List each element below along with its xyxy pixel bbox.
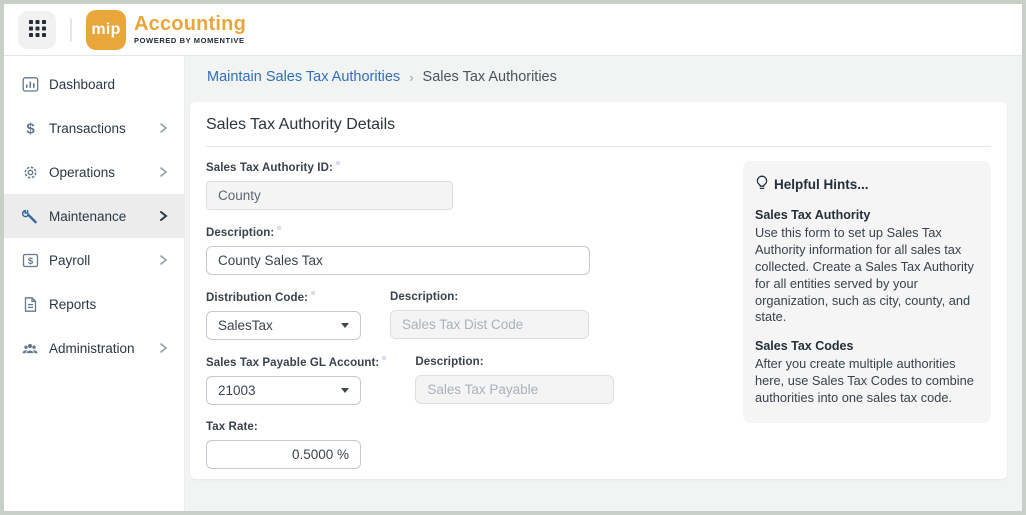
dropdown-caret-icon [341,388,349,393]
sidebar-item-label: Reports [49,296,97,312]
mip-logo-text: mip [91,20,121,38]
chevron-right-icon [156,209,170,223]
gl-description-input[interactable] [415,375,615,404]
hints-title: Helpful Hints... [774,177,869,192]
sidebar-item-transactions[interactable]: $ Transactions [4,106,184,150]
required-indicator [382,356,387,360]
hint-heading: Sales Tax Authority [755,208,871,222]
mip-logo: mip [86,9,126,50]
app-grid-button[interactable] [18,10,56,49]
document-icon [21,296,39,313]
required-indicator [311,291,316,295]
dist-description-input[interactable] [390,310,589,339]
chevron-right-icon [156,121,170,135]
app-header: mip Accounting POWERED BY MOMENTIVE [4,4,1022,56]
sidebar-item-dashboard[interactable]: Dashboard [4,62,184,106]
selected-value: 21003 [218,383,256,398]
lightbulb-icon [755,175,769,194]
selected-value: SalesTax [218,318,273,333]
breadcrumb-link[interactable]: Maintain Sales Tax Authorities [207,69,401,85]
header-divider [70,17,72,42]
field-description: Description: [206,226,636,275]
brand-block: Accounting POWERED BY MOMENTIVE [134,14,246,45]
sidebar-item-label: Administration [49,340,135,356]
helpful-hints-panel: Helpful Hints... Sales Tax Authority Use… [743,161,991,424]
required-indicator [277,226,282,230]
sidebar-item-label: Maintenance [49,208,127,224]
authority-id-input[interactable] [206,181,453,210]
main-content: Maintain Sales Tax Authorities › Sales T… [185,56,1022,511]
field-label: Distribution Code: [206,292,309,304]
app-title: Accounting [134,13,246,35]
payroll-icon: $ [21,252,39,269]
hint-heading: Sales Tax Codes [755,339,854,354]
field-dist-description: Description: [390,291,589,340]
gl-account-select[interactable]: 21003 [206,376,361,405]
chevron-right-icon [156,165,170,179]
field-authority-id: Sales Tax Authority ID: [206,161,636,210]
sidebar-item-reports[interactable]: Reports [4,282,184,326]
sidebar-item-maintenance[interactable]: Maintenance [4,194,184,238]
app-grid-icon [28,19,46,40]
gear-icon [21,164,39,181]
sidebar: Dashboard $ Transactions [4,56,185,511]
dropdown-caret-icon [341,323,349,328]
field-label: Tax Rate: [206,421,258,433]
tax-rate-input[interactable] [206,440,361,469]
svg-text:$: $ [27,256,33,267]
dashboard-chart-icon [21,76,39,93]
chevron-right-icon [156,253,170,267]
required-indicator [335,161,340,165]
breadcrumb: Maintain Sales Tax Authorities › Sales T… [207,69,1007,85]
hint-body: Use this form to set up Sales Tax Author… [755,225,974,325]
field-gl-account: Sales Tax Payable GL Account: 21003 [206,356,387,405]
sidebar-item-administration[interactable]: Administration [4,326,184,370]
app-tagline: POWERED BY MOMENTIVE [134,36,245,45]
people-icon [21,340,39,357]
wrench-icon [21,208,39,225]
field-label: Sales Tax Authority ID: [206,162,333,174]
sidebar-item-operations[interactable]: Operations [4,150,184,194]
distribution-code-select[interactable]: SalesTax [206,311,361,340]
form-fields: Sales Tax Authority ID: Description: Dis… [206,161,636,485]
sidebar-item-label: Dashboard [49,76,116,92]
field-label: Description: [415,356,484,368]
field-gl-description: Description: [415,356,615,405]
field-label: Description: [206,227,275,239]
card-title: Sales Tax Authority Details [206,116,991,147]
description-input[interactable] [206,246,590,275]
breadcrumb-separator: › [409,69,414,85]
sidebar-item-payroll[interactable]: $ Payroll [4,238,184,282]
field-label: Description: [390,291,459,303]
dollar-icon: $ [21,120,39,137]
field-distribution-code: Distribution Code: SalesTax [206,291,361,340]
field-label: Sales Tax Payable GL Account: [206,357,380,369]
hint-body: After you create multiple authorities he… [755,356,974,406]
breadcrumb-current: Sales Tax Authorities [422,69,557,85]
sidebar-item-label: Operations [49,164,116,180]
sidebar-item-label: Transactions [49,120,126,136]
sidebar-item-label: Payroll [49,252,91,268]
field-tax-rate: Tax Rate: [206,421,636,469]
svg-text:$: $ [26,120,35,137]
chevron-right-icon [156,341,170,355]
details-card: Sales Tax Authority Details Sales Tax Au… [190,102,1007,479]
